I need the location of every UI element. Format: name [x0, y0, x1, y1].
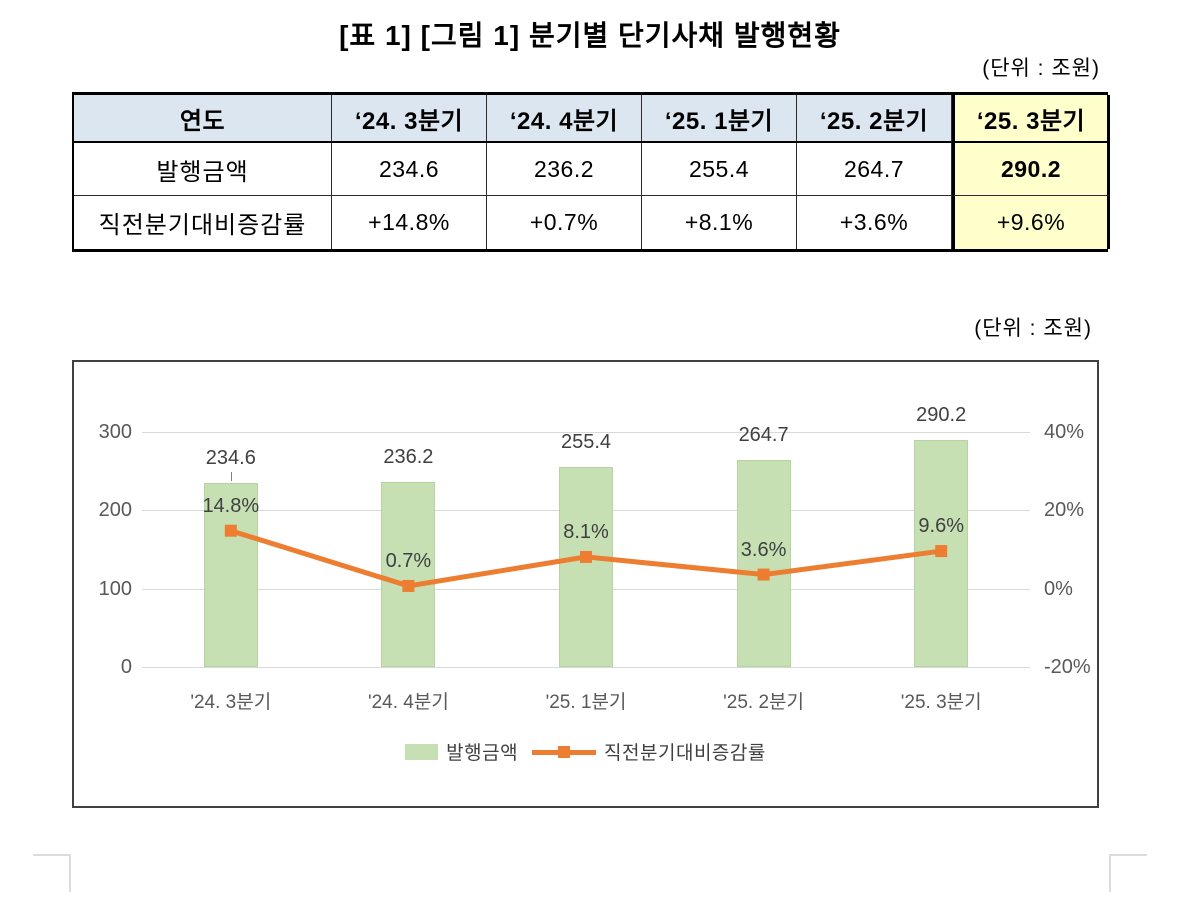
table-cell-highlight: 290.2 — [952, 143, 1110, 196]
bar-label-leader-tick — [230, 472, 232, 482]
table-cell: 234.6 — [332, 143, 487, 196]
row-label-change-rate: 직전분기대비증감률 — [74, 196, 332, 249]
quarterly-issuance-table: 연도 ‘24. 3분기 ‘24. 4분기 ‘25. 1분기 ‘25. 2분기 ‘… — [72, 92, 1110, 252]
x-axis-category-label: '25. 3분기 — [900, 692, 982, 713]
next-section-corner-mark-left — [33, 854, 71, 892]
issuance-bar — [736, 459, 791, 667]
x-axis-category-label: '25. 2분기 — [723, 692, 805, 713]
x-axis-category-label: '24. 4분기 — [367, 692, 449, 713]
left-axis-tick-label: 100 — [98, 577, 132, 600]
right-axis-tick-label: -20% — [1044, 656, 1091, 678]
issuance-bar — [914, 439, 969, 667]
x-axis-category-label: '24. 3분기 — [190, 692, 272, 713]
bar-value-label: 290.2 — [916, 403, 967, 426]
table-cell: +14.8% — [332, 196, 487, 249]
right-axis-tick-label: 20% — [1044, 499, 1085, 522]
line-series-marker-icon — [532, 745, 597, 758]
legend-label-line: 직전분기대비증감률 — [604, 743, 766, 764]
table-header-year: 연도 — [74, 95, 332, 143]
table-cell: +8.1% — [642, 196, 797, 249]
bar-value-label: 236.2 — [383, 445, 434, 468]
table-cell: +0.7% — [487, 196, 642, 249]
page-title: [표 1] [그림 1] 분기별 단기사채 발행현황 — [339, 20, 841, 51]
table-header-q1-25: ‘25. 1분기 — [642, 95, 797, 143]
issuance-combo-chart: 발행금액 직전분기대비증감률 300 40% 200 20% 100 0% 0 -20% 234… — [72, 360, 1099, 808]
right-axis-tick-label: 0% — [1044, 577, 1073, 600]
bar-value-label: 264.7 — [738, 423, 789, 446]
legend-item-bar: 발행금액 — [405, 738, 518, 765]
bar-series-swatch-icon — [405, 743, 439, 760]
chart-legend: 발행금액 직전분기대비증감률 — [74, 738, 1097, 765]
line-value-label: 9.6% — [918, 515, 964, 538]
issuance-bar — [559, 466, 613, 667]
table-header-q2-25: ‘25. 2분기 — [797, 95, 952, 143]
bar-value-label: 234.6 — [205, 447, 256, 470]
table-cell: +3.6% — [797, 196, 952, 249]
table-header-q4-24: ‘24. 4분기 — [487, 95, 642, 143]
line-value-label: 3.6% — [740, 538, 787, 561]
table-cell: 264.7 — [797, 143, 952, 196]
left-axis-tick-label: 0 — [120, 656, 132, 678]
table-cell: 236.2 — [487, 143, 642, 196]
right-axis-tick-label: 40% — [1044, 421, 1085, 443]
table-cell: 255.4 — [642, 143, 797, 196]
bar-value-label: 255.4 — [560, 430, 612, 453]
table-cell-highlight: +9.6% — [952, 196, 1110, 249]
line-value-label: 0.7% — [385, 549, 432, 572]
left-axis-tick-label: 200 — [98, 499, 132, 522]
table-header-q3-24: ‘24. 3분기 — [332, 95, 487, 143]
row-label-issuance-amount: 발행금액 — [74, 143, 332, 196]
chart-unit-label: (단위 : 조원) — [974, 317, 1092, 340]
chart-gridline — [142, 432, 1030, 433]
chart-gridline — [142, 667, 1030, 668]
legend-item-line: 직전분기대비증감률 — [532, 738, 766, 765]
table-header-q3-25-highlight: ‘25. 3분기 — [952, 95, 1110, 143]
table-unit-label: (단위 : 조원) — [982, 57, 1100, 80]
left-axis-tick-label: 300 — [98, 421, 132, 443]
x-axis-category-label: '25. 1분기 — [545, 692, 627, 713]
line-value-label: 8.1% — [563, 520, 609, 543]
issuance-bar — [381, 481, 436, 667]
next-section-corner-mark-right — [1109, 854, 1147, 892]
line-value-label: 14.8% — [202, 494, 260, 517]
legend-label-bar: 발행금액 — [446, 743, 519, 764]
